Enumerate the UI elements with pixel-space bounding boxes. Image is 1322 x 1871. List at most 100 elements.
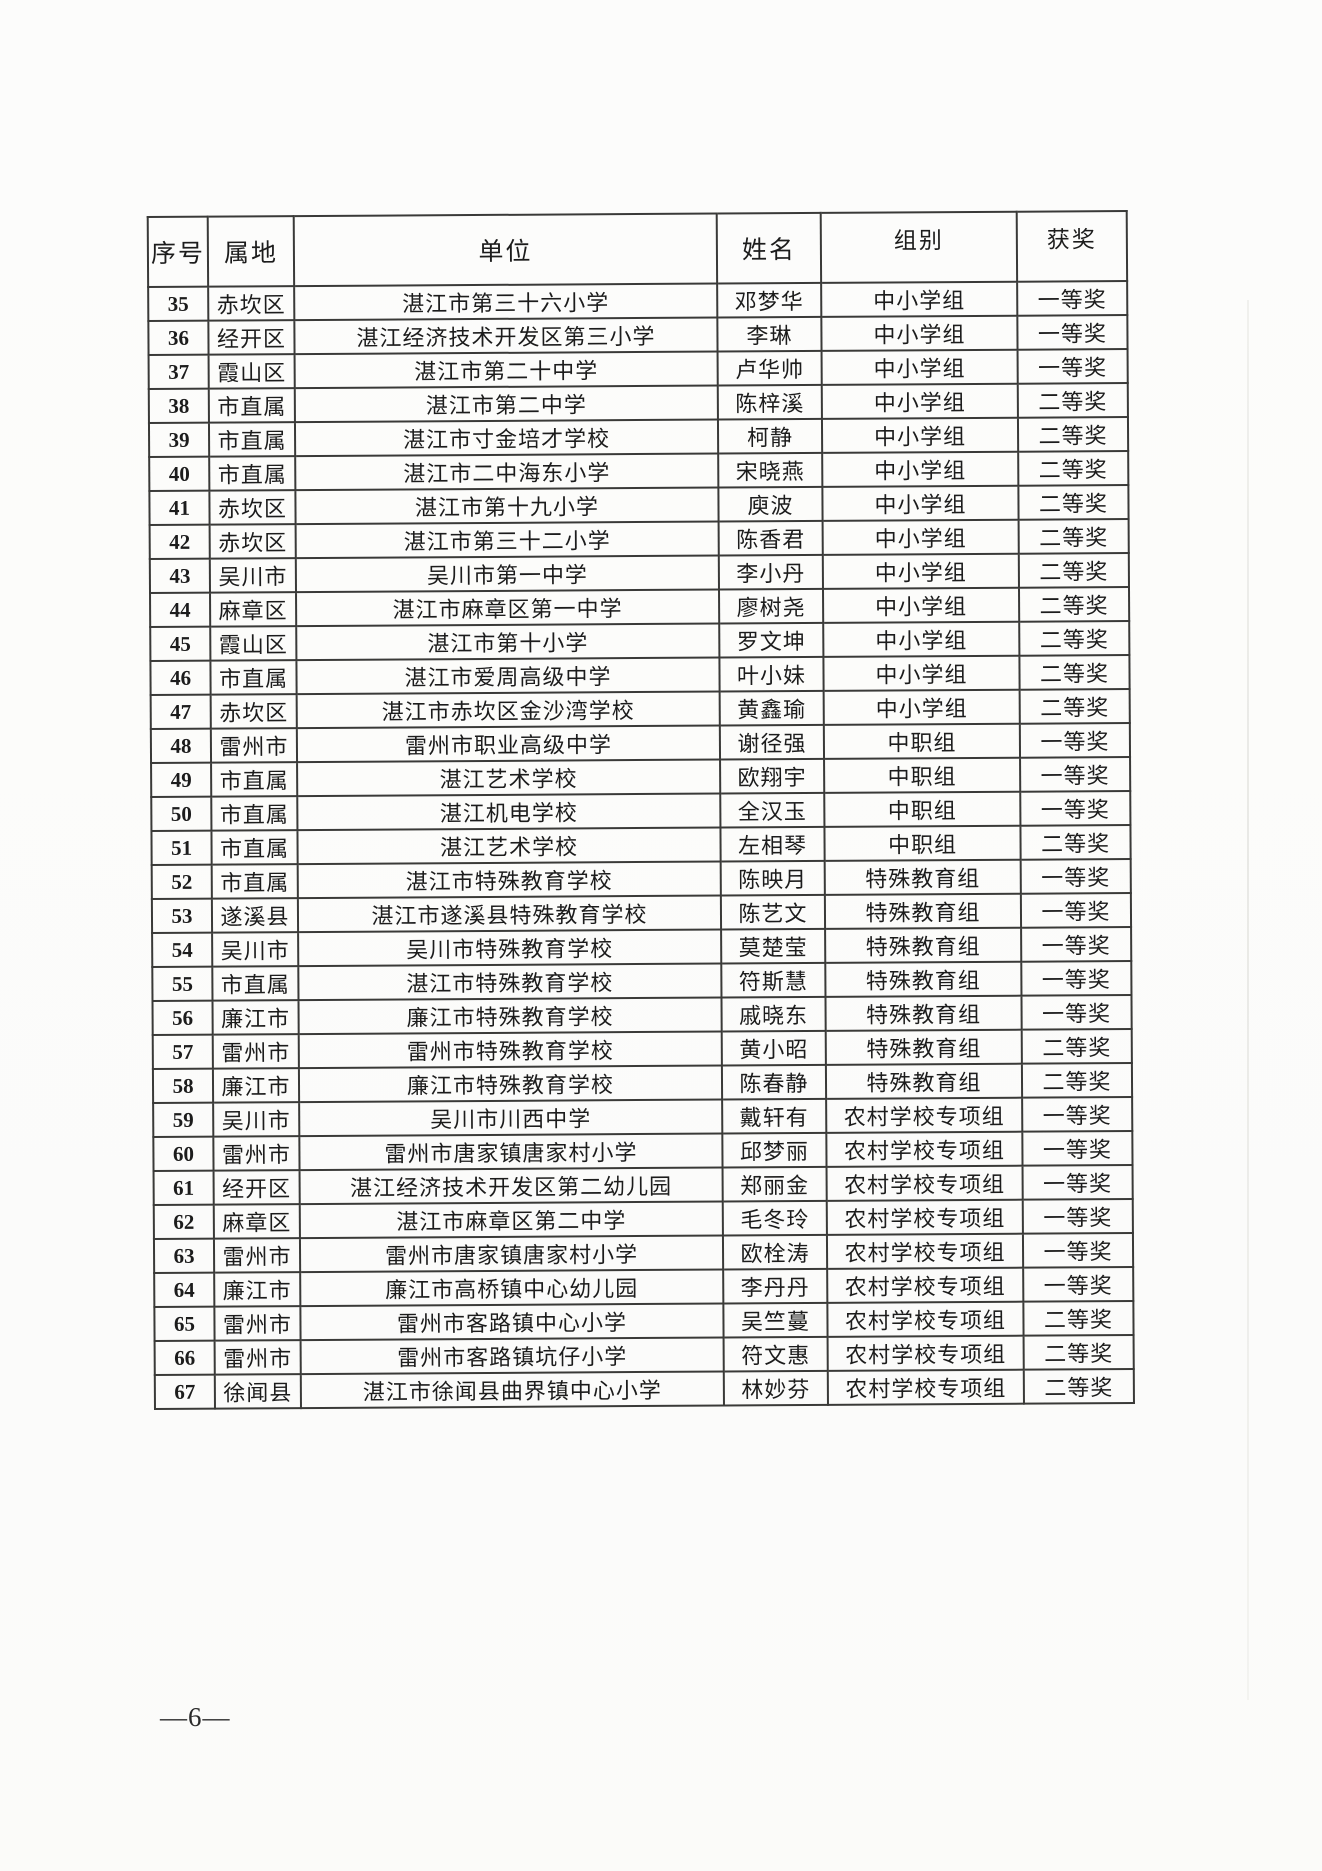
cell-unit: 廉江市特殊教育学校 (298, 997, 722, 1035)
cell-unit: 湛江市二中海东小学 (295, 453, 719, 491)
cell-award: 二等奖 (1018, 519, 1129, 554)
cell-group: 中职组 (823, 723, 1021, 759)
cell-locality: 吴川市 (209, 558, 297, 593)
cell-group: 农村学校专项组 (826, 1233, 1024, 1269)
cell-index: 65 (154, 1306, 215, 1341)
cell-name: 李丹丹 (723, 1268, 828, 1304)
cell-unit: 雷州市唐家镇唐家村小学 (299, 1133, 723, 1171)
cell-name: 陈艺文 (720, 894, 826, 930)
cell-group: 农村学校专项组 (827, 1369, 1024, 1405)
cell-award: 一等奖 (1019, 723, 1131, 758)
column-header-index: 序号 (147, 216, 209, 288)
cell-locality: 廉江市 (212, 1068, 300, 1103)
cell-index: 66 (154, 1340, 215, 1375)
cell-locality: 吴川市 (212, 932, 299, 967)
cell-locality: 赤坎区 (209, 490, 296, 525)
cell-locality: 吴川市 (213, 1102, 300, 1137)
cell-name: 戴轩有 (722, 1098, 827, 1134)
cell-name: 欧翔宇 (720, 758, 825, 794)
cell-award: 二等奖 (1023, 1335, 1134, 1370)
cell-award: 二等奖 (1023, 1301, 1134, 1336)
cell-name: 符斯慧 (721, 962, 826, 998)
cell-index: 40 (149, 456, 210, 492)
cell-name: 林妙芬 (723, 1370, 828, 1406)
cell-index: 53 (151, 898, 213, 934)
cell-unit: 湛江艺术学校 (297, 827, 721, 865)
cell-index: 42 (149, 524, 210, 560)
cell-index: 37 (148, 354, 209, 390)
cell-index: 63 (153, 1238, 215, 1273)
cell-unit: 湛江市寸金培才学校 (294, 419, 719, 457)
cell-unit: 湛江市第二十中学 (294, 351, 718, 389)
cell-locality: 市直属 (211, 762, 298, 797)
table-header-row: 序号 属地 单位 姓名 组别 获奖 (147, 211, 1128, 288)
cell-name: 李琳 (717, 316, 822, 352)
cell-index: 50 (151, 796, 212, 832)
cell-index: 47 (150, 694, 211, 730)
cell-group: 中小学组 (821, 349, 1018, 385)
cell-award: 一等奖 (1022, 1233, 1134, 1268)
cell-index: 51 (151, 830, 212, 866)
cell-award: 二等奖 (1018, 553, 1129, 588)
cell-unit: 湛江市第三十六小学 (294, 283, 718, 321)
cell-unit: 湛江市第二中学 (294, 385, 718, 423)
cell-unit: 雷州市客路镇中心小学 (300, 1303, 724, 1341)
cell-unit: 吴川市川西中学 (299, 1099, 723, 1137)
cell-award: 二等奖 (1018, 451, 1129, 486)
cell-group: 中小学组 (821, 281, 1018, 317)
cell-award: 一等奖 (1022, 1199, 1133, 1234)
cell-index: 41 (149, 490, 210, 526)
cell-group: 农村学校专项组 (826, 1165, 1023, 1201)
cell-index: 46 (150, 660, 211, 696)
cell-locality: 遂溪县 (211, 898, 299, 933)
cell-group: 特殊教育组 (824, 893, 1022, 929)
cell-group: 特殊教育组 (825, 1029, 1022, 1065)
cell-index: 64 (154, 1272, 215, 1307)
cell-name: 戚晓东 (721, 996, 826, 1032)
cell-award: 一等奖 (1022, 1097, 1133, 1132)
cell-locality: 市直属 (212, 966, 299, 1001)
cell-index: 44 (150, 592, 211, 628)
cell-index: 35 (148, 286, 209, 322)
cell-unit: 廉江市高桥镇中心幼儿园 (300, 1269, 724, 1307)
cell-unit: 湛江市赤坎区金沙湾学校 (296, 691, 720, 729)
cell-award: 二等奖 (1017, 417, 1129, 452)
cell-unit: 湛江市特殊教育学校 (297, 861, 721, 899)
column-header-locality: 属地 (207, 216, 295, 287)
cell-unit: 湛江市爱周高级中学 (296, 657, 720, 695)
cell-index: 39 (148, 422, 210, 458)
cell-locality: 徐闻县 (214, 1374, 301, 1409)
cell-name: 柯静 (717, 418, 823, 454)
cell-locality: 雷州市 (210, 728, 298, 763)
cell-index: 55 (152, 966, 213, 1002)
cell-group: 农村学校专项组 (826, 1199, 1023, 1235)
cell-unit: 湛江经济技术开发区第三小学 (294, 317, 718, 355)
cell-unit: 湛江艺术学校 (297, 759, 721, 797)
cell-unit: 雷州市唐家镇唐家村小学 (299, 1235, 724, 1273)
cell-name: 全汉玉 (720, 792, 825, 828)
cell-award: 一等奖 (1017, 349, 1128, 384)
cell-locality: 麻章区 (210, 592, 297, 627)
cell-award: 一等奖 (1022, 1131, 1133, 1166)
cell-name: 郑丽金 (722, 1166, 827, 1202)
cell-locality: 霞山区 (210, 626, 297, 661)
cell-index: 45 (150, 626, 211, 662)
cell-name: 邱梦丽 (722, 1132, 827, 1168)
cell-locality: 雷州市 (213, 1136, 300, 1171)
cell-group: 农村学校专项组 (827, 1267, 1024, 1303)
cell-award: 一等奖 (1020, 757, 1131, 792)
cell-locality: 市直属 (210, 660, 297, 695)
column-header-unit: 单位 (293, 213, 718, 287)
cell-group: 特殊教育组 (824, 859, 1021, 895)
cell-group: 农村学校专项组 (827, 1335, 1024, 1371)
cell-award: 一等奖 (1017, 281, 1128, 316)
cell-index: 36 (148, 320, 209, 356)
cell-name: 罗文坤 (719, 622, 824, 658)
column-header-group: 组别 (820, 211, 1018, 283)
cell-index: 67 (154, 1374, 215, 1409)
cell-unit: 湛江市第十九小学 (295, 487, 719, 525)
cell-name: 左相琴 (720, 826, 825, 862)
cell-award: 二等奖 (1020, 825, 1131, 860)
cell-name: 陈映月 (720, 860, 825, 896)
